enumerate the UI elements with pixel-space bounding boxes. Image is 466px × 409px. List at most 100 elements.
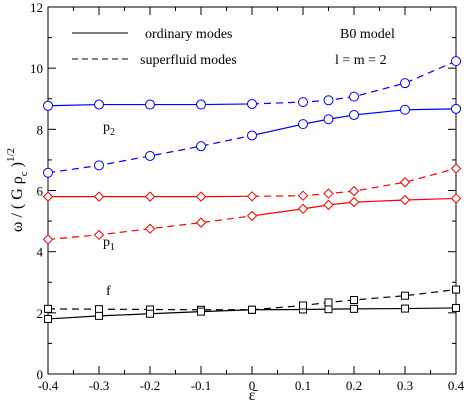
data-point-p1-ordinary [144,191,156,202]
x-tick-label: 0.4 [448,378,465,393]
x-tick-label: 0.1 [295,378,311,393]
x-tick-label: 0 [249,378,256,393]
data-point-p1-superfluid [144,223,156,234]
data-point-p2-superfluid [94,160,104,171]
data-point-p2-ordinary [145,99,155,110]
data-point-f-superfluid [197,307,205,316]
y-axis-label-sup: 1/2 [5,148,17,162]
p1-label: p1 [103,235,115,253]
data-point-p2-ordinary [196,99,206,110]
data-point-f-superfluid [452,285,460,294]
x-tick-label: -0.3 [89,378,110,393]
data-point-f-superfluid [401,291,409,300]
data-point-p2-ordinary [400,78,410,89]
data-point-p2-superfluid [298,119,308,130]
data-point-f-superfluid [350,295,358,304]
y-axis-label-sub: c [18,171,30,176]
data-point-p1-superfluid [348,196,360,208]
y-tick-label: 4 [37,245,44,260]
data-point-p2-superfluid [196,141,206,152]
series-line-p2-superfluid-solid [251,108,457,137]
data-point-p1-ordinary [399,177,411,188]
data-point-p2-superfluid [145,150,155,161]
y-tick-label: 0 [37,367,44,382]
data-point-p1-ordinary [195,191,207,202]
p2-label-sub: 2 [110,127,115,138]
data-point-p2-superfluid [247,130,257,141]
x-axis-label: ε̄ [249,387,259,404]
data-point-p1-superfluid [42,234,54,245]
y-tick-label: 10 [30,61,43,76]
f-label: f [106,284,111,299]
data-point-p2-ordinary [298,97,308,108]
y-axis-label: ω / ( G ρc )1/2 [5,148,30,232]
data-point-f-ordinary [401,304,409,313]
data-point-p1-superfluid [297,203,309,215]
x-tick-labels: -0.4 -0.3 -0.2 -0.1 0 0.1 0.2 0.3 0.4 [38,378,465,393]
p1-label-base: p [103,235,110,250]
x-tick-label: -0.4 [38,378,59,393]
data-point-p1-ordinary [450,163,462,174]
marker-layer [42,56,462,323]
data-point-f-ordinary [44,304,52,313]
y-tick-label: 6 [37,184,44,199]
data-point-f-superfluid [299,301,307,310]
data-point-f-superfluid [146,309,154,318]
data-point-p1-superfluid [93,229,105,241]
data-point-f-ordinary [95,305,103,314]
model-annotation: B0 model [340,27,395,42]
plot-frame [47,6,457,375]
data-point-f-ordinary [350,304,358,313]
data-point-p1-ordinary [246,191,258,202]
data-point-p1-ordinary [348,185,360,197]
data-point-f-ordinary [452,303,460,312]
series-line-f-superfluid-dashed [251,288,457,311]
x-tick-label: 0.2 [346,378,362,393]
series-line-p2-superfluid-dashed [47,134,253,174]
x-tick-label: -0.1 [191,378,212,393]
data-point-p2-superfluid [451,103,461,114]
data-point-f-superfluid [95,311,103,320]
data-point-p2-ordinary [451,56,461,67]
tick-marks [47,6,457,375]
data-point-p1-ordinary [323,188,334,199]
data-point-f-superfluid [324,298,333,307]
data-point-p2-ordinary [349,91,359,102]
series-line-p2-ordinary-dashed [251,60,457,105]
series-line-p1-ordinary-dashed [251,167,457,197]
p1-label-sub: 1 [110,242,115,253]
data-point-p1-ordinary [42,191,54,202]
data-point-p1-ordinary [297,190,309,201]
data-point-p2-superfluid [400,104,410,115]
y-axis-label-close: ) [9,162,26,171]
y-axis-label-main: ω / ( G ρ [9,176,26,232]
lm-annotation: l = m = 2 [335,53,387,68]
data-point-p1-superfluid [450,193,462,204]
data-point-p1-superfluid [195,217,207,228]
data-point-p1-superfluid [246,210,258,222]
series-line-p1-superfluid-solid [251,197,457,217]
data-point-p2-ordinary [94,99,104,110]
data-point-p1-superfluid [323,199,334,211]
y-tick-label: 2 [37,306,44,321]
x-tick-label: -0.2 [140,378,161,393]
data-point-p1-superfluid [399,194,411,206]
data-point-p2-superfluid [323,114,334,125]
legend: ordinary modes superfluid modes [72,27,237,68]
p2-label-base: p [103,120,110,135]
data-point-f-ordinary [324,305,333,314]
y-tick-labels: 0 2 4 6 8 10 12 [30,0,44,382]
data-point-p1-ordinary [93,191,105,202]
data-point-p2-superfluid [43,167,53,178]
x-tick-label: 0.3 [397,378,413,393]
y-tick-label: 12 [30,0,43,15]
p2-label: p2 [103,120,115,138]
data-point-p2-ordinary [247,98,257,109]
data-point-f-superfluid [44,314,52,323]
data-point-p2-superfluid [349,109,359,120]
legend-ordinary-label: ordinary modes [145,27,232,42]
data-point-p2-ordinary [323,95,334,106]
y-tick-label: 8 [37,122,44,137]
series-line-f-ordinary-solid [251,307,457,311]
